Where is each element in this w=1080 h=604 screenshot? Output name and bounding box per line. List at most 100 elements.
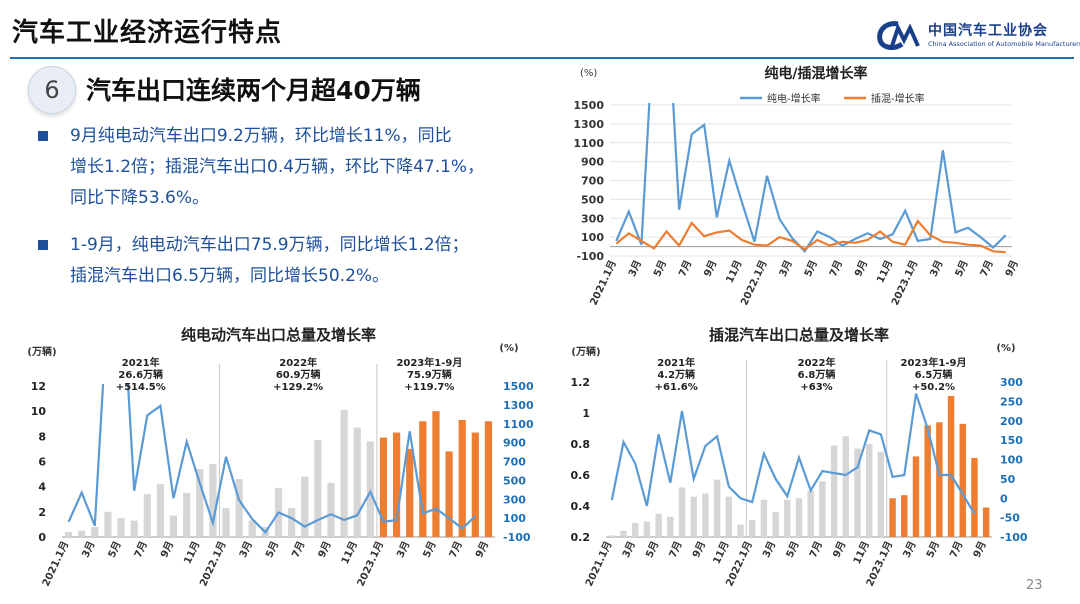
bar-gray — [209, 464, 217, 537]
growth-rate-chart: 纯电/插混增长率 (%) -100 100 300 500 700 900 1100 1300 15… — [573, 65, 1021, 307]
x-tick-label: 11月 — [851, 539, 872, 566]
x-tick-label: 11月 — [874, 258, 895, 285]
bar-orange — [445, 451, 453, 537]
left-y-tick-label: 2 — [38, 506, 46, 519]
period-annotation-line: 2022年 — [798, 356, 836, 369]
y-tick-label: -100 — [576, 250, 604, 263]
page-title: 汽车工业经济运行特点 — [12, 18, 283, 48]
bar-orange — [982, 507, 990, 537]
bar-gray — [842, 436, 850, 537]
left-y-tick-label: 0.4 — [571, 500, 591, 513]
bar-orange — [959, 423, 966, 537]
section-title: 汽车出口连续两个月超40万辆 — [86, 76, 421, 105]
bar-orange — [484, 421, 493, 537]
bar-gray — [854, 448, 861, 537]
y-tick-label: 500 — [581, 193, 604, 206]
period-annotation-line: +514.5% — [116, 382, 166, 393]
y-tick-label: 100 — [581, 231, 604, 244]
x-tick-label: 7月 — [447, 539, 465, 559]
bar-orange — [901, 495, 908, 537]
section-number-badge: 6 — [28, 66, 76, 114]
period-annotation-line: 60.9万辆 — [276, 368, 321, 381]
bar-orange — [458, 419, 466, 537]
bar-gray — [632, 523, 639, 537]
bar-gray — [156, 484, 165, 537]
bar-gray — [353, 427, 361, 537]
period-annotation-line: 75.9万辆 — [407, 368, 452, 381]
bar-gray — [288, 508, 296, 537]
bullet-square-icon — [38, 131, 48, 141]
bar-gray — [248, 520, 256, 537]
y-tick-label: 1100 — [573, 137, 604, 150]
left-y-tick-label: 1 — [582, 407, 590, 420]
x-tick-label: 5月 — [784, 539, 802, 559]
bar-orange — [947, 395, 955, 537]
growth-rate-line — [67, 384, 477, 535]
left-y-tick-label: 12 — [31, 380, 46, 393]
right-y-tick-label: 1100 — [503, 418, 534, 431]
y-tick-label: 700 — [581, 175, 604, 188]
bar-orange — [419, 421, 427, 537]
period-annotation-line: 2021年 — [657, 356, 695, 369]
y-axis-unit-label: (%) — [580, 68, 597, 79]
bar-gray — [713, 479, 721, 537]
bar-gray — [678, 487, 686, 537]
right-y-tick-label: 300 — [1000, 376, 1023, 389]
page-header: 汽车工业经济运行特点 中国汽车工业协会 China Association of… — [0, 0, 1080, 62]
x-tick-label: 3月 — [760, 539, 778, 559]
x-tick-label: 7月 — [827, 258, 845, 278]
x-tick-label: 5月 — [924, 539, 942, 559]
bar-gray — [366, 441, 374, 537]
bar-orange — [889, 498, 896, 537]
chart-title: 插混汽车出口总量及增长率 — [709, 326, 889, 344]
bar-gray — [865, 444, 873, 537]
bar-gray — [830, 445, 838, 537]
left-y-tick-label: 6 — [38, 456, 46, 469]
logo-english-name: China Association of Automobile Manufact… — [928, 40, 1080, 48]
growth-rate-line — [610, 393, 976, 515]
right-y-tick-label: -100 — [1000, 531, 1028, 544]
period-annotation-line: 26.6万辆 — [118, 368, 163, 381]
bar-gray — [667, 516, 674, 537]
bar-gray — [169, 515, 178, 537]
bar-gray — [222, 508, 230, 537]
bar-gray — [64, 531, 73, 537]
right-y-tick-label: 100 — [1000, 454, 1023, 467]
period-annotation-line: 6.8万辆 — [798, 368, 836, 381]
x-tick-label: 5月 — [651, 258, 669, 278]
left-y-tick-label: 0.6 — [571, 469, 591, 482]
x-tick-label: 3月 — [620, 539, 638, 559]
chart-title: 纯电/插混增长率 — [764, 65, 867, 82]
bullet-2-line-2: 插混汽车出口6.5万辆，同比增长50.2%。 — [70, 266, 390, 286]
y-tick-label: 1300 — [573, 118, 604, 131]
bar-gray — [117, 518, 125, 537]
x-tick-label: 9月 — [852, 258, 870, 278]
right-y-tick-label: 50 — [1000, 473, 1016, 486]
bar-gray — [340, 409, 348, 537]
x-tick-label: 9月 — [690, 539, 708, 559]
caam-logo-icon — [877, 21, 920, 50]
bar-gray — [620, 530, 627, 537]
x-tick-label: 5月 — [953, 258, 971, 278]
bar-orange — [936, 422, 943, 537]
bar-gray — [784, 499, 791, 537]
x-tick-label: 3月 — [237, 539, 255, 559]
x-tick-label: 11月 — [724, 258, 745, 285]
series-line-1 — [615, 103, 1007, 254]
bar-gray — [748, 519, 756, 537]
x-tick-label: 3月 — [928, 258, 946, 278]
x-tick-label: 9月 — [971, 539, 989, 559]
left-y-tick-label: 1.2 — [571, 376, 591, 389]
x-tick-label: 7月 — [978, 258, 996, 278]
left-axis-unit-label: (万辆) — [571, 345, 600, 358]
y-tick-label: 900 — [581, 156, 604, 169]
period-annotation-line: +129.2% — [273, 382, 323, 393]
left-y-tick-label: 0.2 — [571, 531, 591, 544]
right-y-tick-label: 1500 — [503, 380, 534, 393]
bar-gray — [327, 482, 335, 537]
right-y-tick-label: 300 — [503, 493, 526, 506]
right-y-tick-label: 700 — [503, 456, 526, 469]
bar-gray — [760, 499, 768, 537]
bullet-2-line-1: 1-9月，纯电动汽车出口75.9万辆，同比增长1.2倍； — [70, 235, 469, 255]
right-y-tick-label: -50 — [1000, 512, 1020, 525]
